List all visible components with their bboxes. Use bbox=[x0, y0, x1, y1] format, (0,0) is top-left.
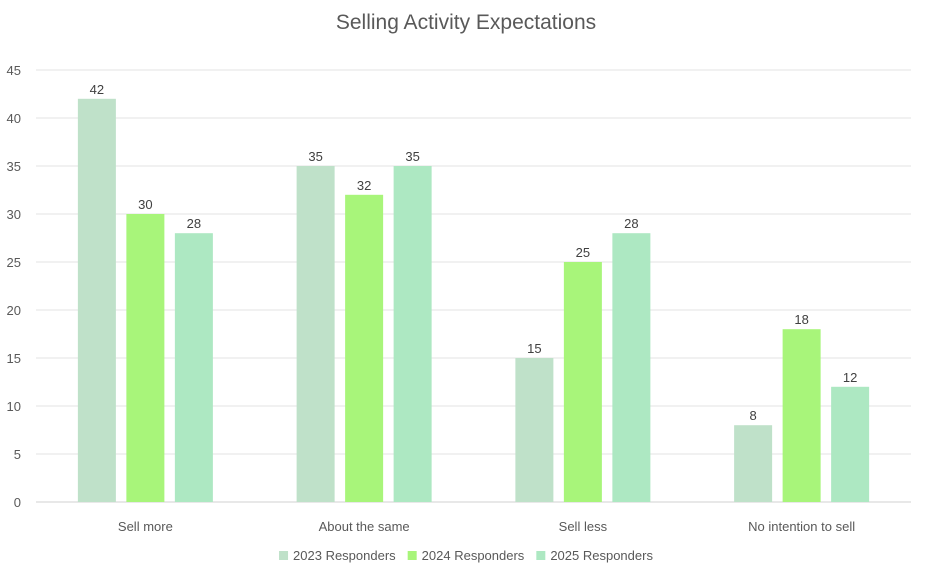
bar bbox=[831, 386, 870, 502]
legend-label: 2023 Responders bbox=[293, 548, 396, 563]
legend-item: 2025 Responders bbox=[536, 548, 653, 563]
bar bbox=[126, 214, 165, 502]
x-tick-label: No intention to sell bbox=[748, 519, 855, 534]
data-label: 28 bbox=[187, 216, 201, 231]
y-tick-label: 15 bbox=[7, 351, 21, 366]
data-label: 35 bbox=[405, 149, 419, 164]
legend-swatch bbox=[279, 551, 289, 560]
y-tick-label: 30 bbox=[7, 207, 21, 222]
y-tick-label: 35 bbox=[7, 159, 21, 174]
bars bbox=[77, 98, 870, 503]
bar bbox=[296, 166, 335, 502]
y-tick-label: 0 bbox=[14, 495, 21, 510]
x-tick-label: Sell more bbox=[118, 519, 173, 534]
x-tick-label: About the same bbox=[319, 519, 410, 534]
bar bbox=[393, 166, 432, 502]
y-tick-label: 25 bbox=[7, 255, 21, 270]
data-label: 30 bbox=[138, 197, 152, 212]
legend-swatch bbox=[407, 551, 417, 560]
x-tick-label: Sell less bbox=[559, 519, 608, 534]
data-label: 25 bbox=[576, 245, 590, 260]
y-tick-label: 10 bbox=[7, 399, 21, 414]
legend-item: 2023 Responders bbox=[279, 548, 396, 563]
bar bbox=[515, 358, 554, 502]
legend-swatch bbox=[536, 551, 546, 560]
legend-item: 2024 Responders bbox=[407, 548, 525, 563]
data-label: 8 bbox=[750, 408, 757, 423]
bar bbox=[174, 233, 213, 502]
data-label: 32 bbox=[357, 178, 371, 193]
data-label: 42 bbox=[90, 82, 104, 97]
legend-label: 2024 Responders bbox=[422, 548, 525, 563]
bar bbox=[782, 329, 821, 502]
bar bbox=[345, 194, 384, 503]
data-label: 15 bbox=[527, 341, 541, 356]
gridlines bbox=[36, 69, 911, 503]
bar bbox=[612, 233, 651, 502]
legend: 2023 Responders 2024 Responders 2025 Respo… bbox=[279, 548, 653, 563]
y-tick-label: 5 bbox=[14, 447, 21, 462]
y-tick-label: 45 bbox=[7, 63, 21, 78]
legend-label: 2025 Responders bbox=[550, 548, 653, 563]
chart-title: Selling Activity Expectations bbox=[336, 11, 596, 34]
data-labels: 42 30 28 35 32 35 15 25 28 8 18 12 bbox=[90, 82, 858, 423]
data-label: 18 bbox=[794, 312, 808, 327]
y-tick-label: 20 bbox=[7, 303, 21, 318]
data-label: 35 bbox=[308, 149, 322, 164]
bar bbox=[77, 98, 116, 503]
x-axis-ticks: Sell more About the same Sell less No inten… bbox=[118, 519, 855, 534]
bar bbox=[563, 262, 602, 502]
data-label: 28 bbox=[624, 216, 638, 231]
y-axis-ticks: 0 5 10 15 20 25 30 35 40 45 bbox=[7, 63, 21, 510]
data-label: 12 bbox=[843, 370, 857, 385]
bar bbox=[734, 425, 773, 502]
y-tick-label: 40 bbox=[7, 111, 21, 126]
